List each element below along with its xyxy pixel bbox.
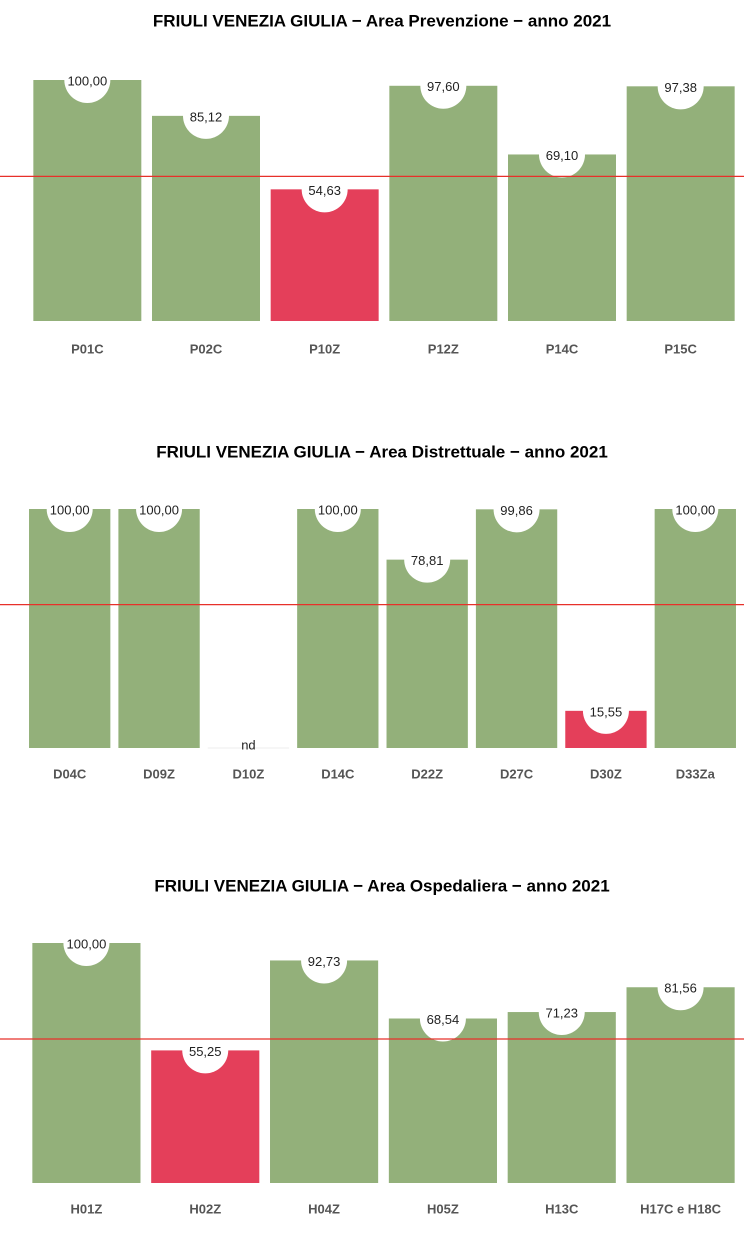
bar bbox=[386, 559, 468, 748]
value-label: 100,00 bbox=[67, 73, 107, 88]
chart-title: FRIULI VENEZIA GIULIA − Area Prevenzione… bbox=[153, 11, 611, 30]
x-tick-label: D22Z bbox=[411, 766, 443, 781]
chart-title: FRIULI VENEZIA GIULIA − Area Distrettual… bbox=[156, 442, 608, 461]
value-label: 100,00 bbox=[318, 502, 358, 517]
label-bubble bbox=[539, 131, 585, 178]
x-tick-label: P01C bbox=[71, 341, 104, 356]
value-label: 78,81 bbox=[411, 553, 444, 568]
bar bbox=[626, 987, 735, 1183]
x-tick-label: D10Z bbox=[233, 766, 265, 781]
x-tick-label: P02C bbox=[190, 341, 223, 356]
label-bubble bbox=[672, 486, 719, 532]
label-bubble bbox=[301, 166, 348, 213]
label-bubble bbox=[136, 486, 183, 532]
value-label: 97,38 bbox=[664, 80, 697, 95]
label-bubble bbox=[46, 486, 93, 532]
value-label: 100,00 bbox=[139, 502, 179, 517]
label-bubble bbox=[657, 63, 704, 110]
x-tick-label: H17C e H18C bbox=[640, 1201, 722, 1216]
x-tick-label: P10Z bbox=[309, 341, 340, 356]
value-label: 85,12 bbox=[190, 109, 223, 124]
bar bbox=[507, 1012, 616, 1183]
x-tick-label: H01Z bbox=[71, 1201, 103, 1216]
label-bubble bbox=[538, 989, 585, 1036]
value-label: nd bbox=[241, 737, 255, 752]
x-tick-label: P12Z bbox=[428, 341, 459, 356]
x-tick-label: D33Za bbox=[676, 766, 716, 781]
bar bbox=[33, 80, 142, 321]
x-tick-label: H13C bbox=[545, 1201, 579, 1216]
bar bbox=[152, 115, 260, 321]
x-tick-label: D14C bbox=[321, 766, 355, 781]
bar bbox=[118, 509, 200, 748]
bar bbox=[32, 943, 141, 1183]
label-bubble bbox=[63, 920, 110, 966]
x-tick-label: H05Z bbox=[427, 1201, 459, 1216]
value-label: 100,00 bbox=[675, 502, 715, 517]
value-label: 54,63 bbox=[308, 183, 341, 198]
value-label: 100,00 bbox=[50, 502, 90, 517]
bar bbox=[388, 1018, 497, 1183]
label-bubble bbox=[419, 995, 466, 1042]
label-bubble bbox=[657, 964, 704, 1011]
bar bbox=[654, 509, 736, 748]
value-label: 100,00 bbox=[67, 936, 107, 951]
x-tick-label: D09Z bbox=[143, 766, 175, 781]
label-bubble bbox=[493, 486, 540, 533]
x-tick-label: P14C bbox=[546, 341, 579, 356]
label-bubble bbox=[64, 57, 111, 103]
chart-title: FRIULI VENEZIA GIULIA − Area Ospedaliera… bbox=[154, 876, 609, 895]
value-label: 15,55 bbox=[590, 704, 623, 719]
bar bbox=[297, 509, 379, 748]
label-bubble bbox=[582, 687, 629, 734]
x-tick-label: P15C bbox=[664, 341, 697, 356]
x-tick-label: D27C bbox=[500, 766, 534, 781]
bar bbox=[270, 960, 379, 1183]
label-bubble bbox=[314, 486, 361, 532]
label-bubble bbox=[183, 92, 229, 139]
value-label: 81,56 bbox=[664, 981, 697, 996]
label-bubble bbox=[301, 937, 348, 984]
value-label: 71,23 bbox=[545, 1005, 578, 1020]
bar bbox=[508, 154, 616, 321]
value-label: 68,54 bbox=[427, 1012, 460, 1027]
bar bbox=[389, 85, 498, 321]
x-tick-label: H04Z bbox=[308, 1201, 340, 1216]
bar bbox=[475, 509, 558, 748]
value-label: 69,10 bbox=[546, 148, 579, 163]
x-tick-label: D30Z bbox=[590, 766, 622, 781]
label-bubble bbox=[404, 536, 451, 583]
value-label: 97,60 bbox=[427, 79, 460, 94]
bar bbox=[626, 86, 735, 321]
value-label: 92,73 bbox=[308, 954, 341, 969]
x-tick-label: H02Z bbox=[189, 1201, 221, 1216]
bar bbox=[29, 509, 111, 748]
label-bubble bbox=[420, 62, 467, 109]
x-tick-label: D04C bbox=[53, 766, 87, 781]
value-label: 99,86 bbox=[500, 503, 533, 518]
value-label: 55,25 bbox=[189, 1044, 222, 1059]
